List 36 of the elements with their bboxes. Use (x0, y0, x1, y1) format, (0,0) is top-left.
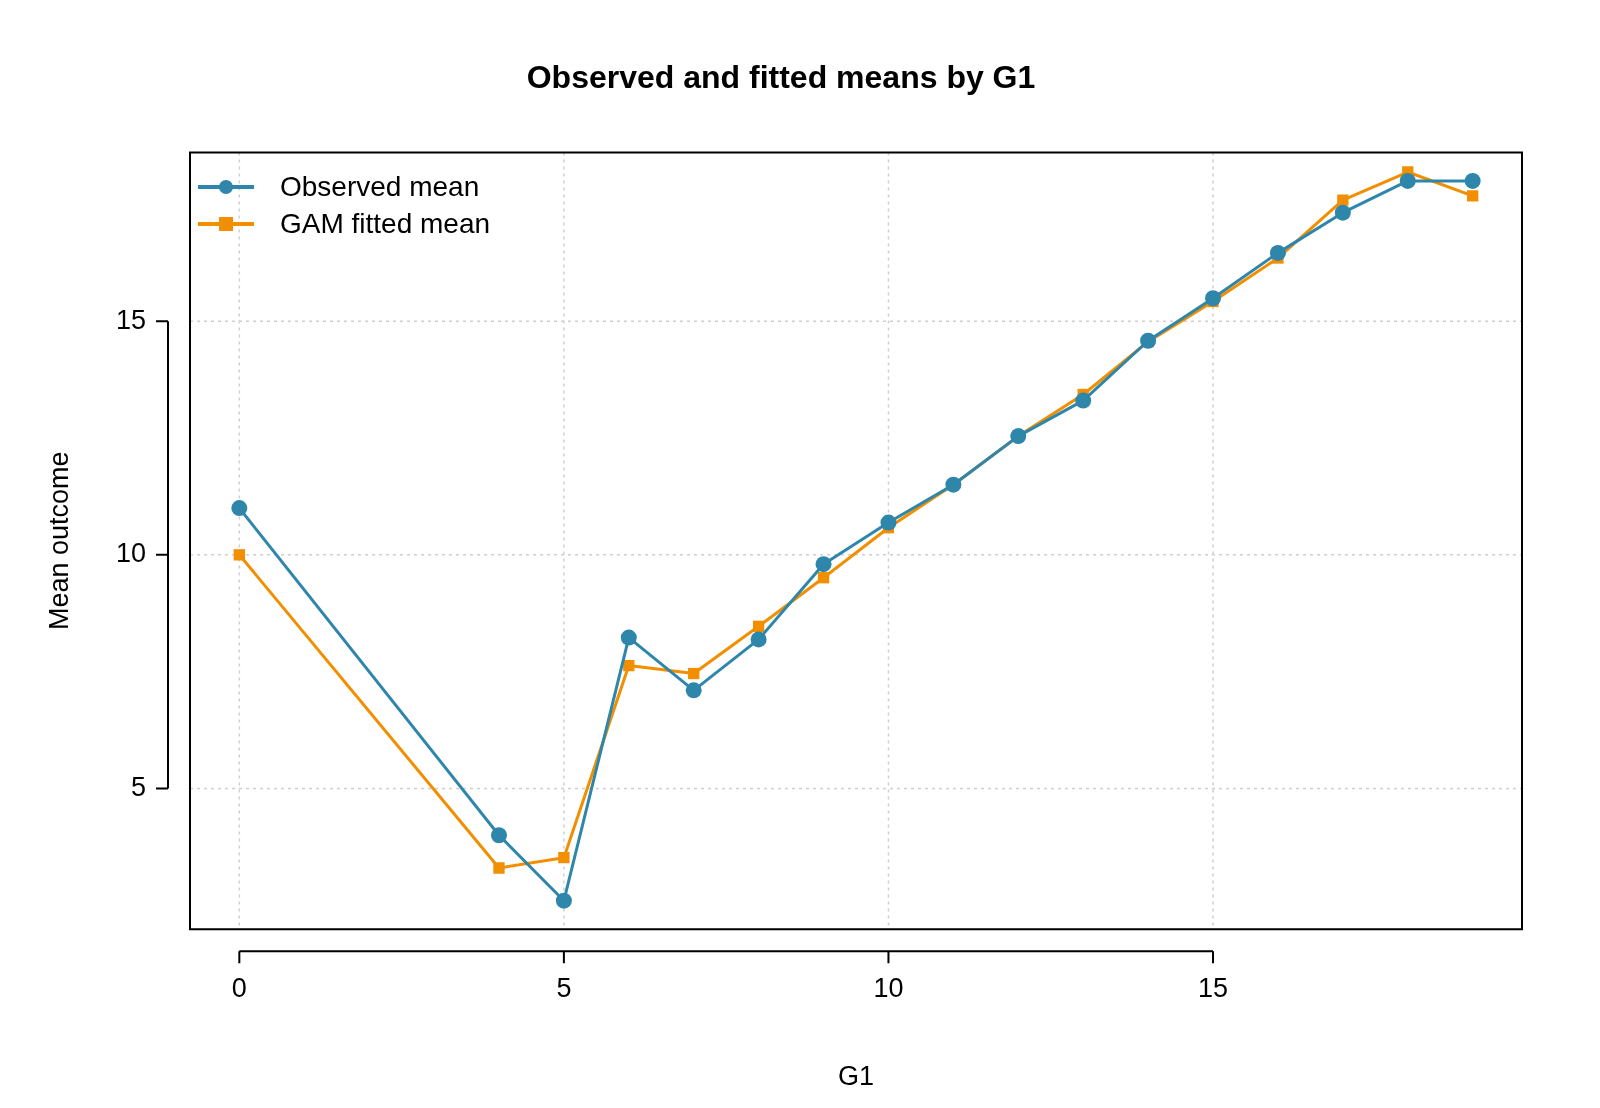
point (493, 862, 505, 874)
point (1140, 332, 1157, 349)
x-tick-label: 5 (556, 972, 572, 1003)
x-axis-title: G1 (837, 1061, 875, 1092)
point (558, 852, 570, 864)
point (490, 827, 507, 844)
point (1205, 290, 1222, 307)
point (880, 514, 897, 531)
point (750, 631, 767, 648)
x-tick-label: 10 (873, 972, 904, 1003)
point (620, 629, 637, 646)
point (685, 682, 702, 699)
point (1464, 172, 1481, 189)
point (555, 892, 572, 909)
point (1334, 204, 1351, 221)
legend-label: GAM fitted mean (280, 207, 491, 242)
chart-title: Observed and fitted means by G1 (526, 59, 1036, 96)
x-tick-label: 0 (231, 972, 247, 1003)
point (815, 556, 832, 573)
point (1337, 194, 1349, 206)
point (1467, 190, 1479, 202)
y-tick-label: 10 (115, 538, 146, 569)
point (752, 620, 765, 632)
y-axis-title: Mean outcome (43, 451, 74, 631)
point (1399, 172, 1416, 189)
point (623, 659, 635, 672)
legend-label: Observed mean (280, 170, 480, 205)
point (1075, 392, 1092, 409)
point (233, 549, 245, 561)
x-tick-label: 15 (1197, 972, 1229, 1003)
point (231, 500, 248, 517)
y-tick-label: 15 (115, 304, 146, 335)
y-tick-label: 5 (130, 771, 146, 802)
point (817, 572, 830, 584)
point (1269, 244, 1286, 261)
point (688, 667, 700, 680)
